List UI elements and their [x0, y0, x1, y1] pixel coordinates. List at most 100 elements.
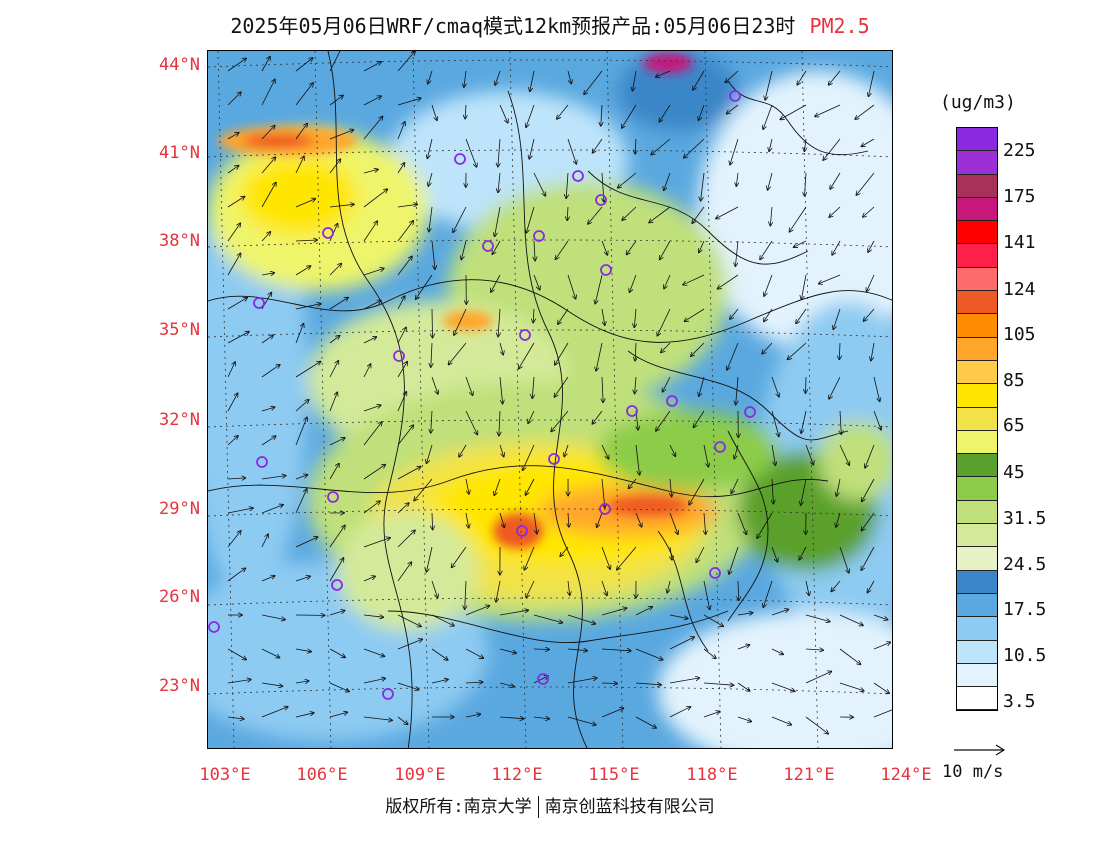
- legend-value-label: 45: [1003, 462, 1025, 483]
- wind-arrow: [465, 648, 483, 658]
- wind-arrow: [635, 512, 642, 527]
- wind-arrow: [601, 308, 605, 325]
- wind-arrow: [805, 649, 823, 650]
- wind-arrow: [363, 96, 381, 106]
- wind-arrow: [830, 172, 841, 189]
- wind-arrow: [261, 79, 275, 106]
- legend-swatch: [957, 174, 997, 198]
- wind-arrow: [261, 648, 280, 658]
- wind-arrow: [558, 308, 569, 324]
- wind-arrow: [329, 130, 354, 140]
- wind-arrow: [601, 708, 624, 718]
- city-marker: [626, 405, 638, 417]
- legend-value-label: 3.5: [1003, 691, 1036, 712]
- wind-arrow: [771, 716, 791, 725]
- wind-arrow: [763, 580, 773, 607]
- wind-arrow: [856, 172, 875, 195]
- wind-arrow: [454, 308, 467, 335]
- legend-value-label: 17.5: [1003, 599, 1047, 620]
- wind-arrow: [601, 649, 631, 651]
- wind-arrow: [533, 676, 548, 684]
- city-marker: [548, 453, 560, 465]
- wind-arrow: [431, 342, 432, 367]
- lat-tick-label: 32°N: [159, 410, 200, 430]
- wind-arrow: [363, 716, 392, 720]
- legend-value-label: 175: [1003, 186, 1036, 207]
- city-marker: [537, 673, 549, 685]
- wind-arrow: [227, 393, 238, 412]
- wind-arrow: [261, 273, 274, 275]
- legend-swatch: [957, 128, 997, 152]
- legend-value-label: 31.5: [1003, 508, 1047, 529]
- lat-tick-label: 23°N: [159, 676, 200, 696]
- wind-arrow: [533, 172, 545, 196]
- wind-arrow: [657, 308, 671, 336]
- wind-arrow: [465, 714, 480, 718]
- wind-arrow: [867, 274, 875, 291]
- wind-arrow: [227, 298, 247, 310]
- wind-arrow: [526, 104, 535, 127]
- wind-arrow: [498, 138, 500, 167]
- wind-arrow: [499, 610, 528, 616]
- lon-tick-label: 112°E: [491, 765, 543, 785]
- wind-arrow: [568, 512, 569, 527]
- chart-title: 2025年05月06日WRF/cmaq模式12km预报产品:05月06日23时 P…: [0, 10, 1100, 39]
- wind-arrow: [363, 576, 375, 582]
- wind-arrow: [363, 301, 381, 310]
- wind-arrow: [329, 51, 341, 72]
- wind-arrow: [771, 410, 779, 436]
- latitude-line: [208, 597, 892, 606]
- wind-arrow: [696, 546, 705, 562]
- legend-swatch: [957, 524, 997, 548]
- legend-swatch: [957, 337, 997, 361]
- wind-arrow: [431, 104, 437, 120]
- longitude-line: [412, 51, 430, 748]
- wind-arrow: [669, 707, 691, 718]
- wind-arrow: [805, 172, 807, 196]
- wind-arrow: [227, 508, 253, 514]
- wind-arrow: [873, 709, 892, 718]
- wind-arrow: [464, 70, 466, 87]
- wind-reference-arrow: [954, 744, 1006, 756]
- wind-arrow: [261, 476, 286, 480]
- wind-arrow: [873, 614, 888, 620]
- wind-arrow: [554, 376, 569, 397]
- legend-unit: (ug/m3): [940, 92, 1016, 113]
- wind-arrow: [261, 183, 276, 208]
- wind-arrow: [617, 546, 637, 570]
- wind-arrow: [363, 62, 381, 72]
- lon-tick-label: 124°E: [880, 765, 932, 785]
- wind-arrow: [499, 410, 500, 436]
- longitude-line: [314, 51, 332, 748]
- wind-arrow: [861, 138, 875, 146]
- wind-arrow: [567, 614, 595, 624]
- wind-arrow: [261, 126, 275, 140]
- wind-arrow: [397, 682, 419, 690]
- wind-arrow: [329, 159, 340, 174]
- longitude-line: [801, 51, 819, 748]
- wind-arrow: [829, 376, 841, 399]
- city-marker: [482, 240, 494, 252]
- wind-arrow: [601, 608, 627, 616]
- legend-swatch: [957, 430, 997, 455]
- wind-arrow: [261, 534, 268, 548]
- wind-arrow: [832, 240, 841, 255]
- wind-arrow: [555, 342, 569, 365]
- lon-tick-label: 109°E: [394, 765, 446, 785]
- city-marker: [572, 170, 584, 182]
- wind-arrow: [670, 478, 672, 497]
- wind-arrow: [701, 172, 705, 201]
- wind-arrow: [771, 546, 778, 562]
- wind-arrow: [855, 104, 875, 119]
- wind-arrow: [635, 607, 652, 616]
- wind-arrow: [592, 410, 603, 424]
- wind-arrow: [737, 682, 750, 691]
- wind-arrow: [329, 298, 348, 310]
- wind-arrow: [461, 240, 467, 260]
- wind-arrow: [727, 342, 739, 370]
- wind-arrow: [664, 172, 671, 190]
- wind-arrow: [329, 438, 345, 446]
- wind-arrow: [703, 580, 710, 609]
- wind-arrow: [765, 70, 773, 100]
- title-text: 2025年05月06日WRF/cmaq模式12km预报产品:05月06日23时: [230, 14, 796, 38]
